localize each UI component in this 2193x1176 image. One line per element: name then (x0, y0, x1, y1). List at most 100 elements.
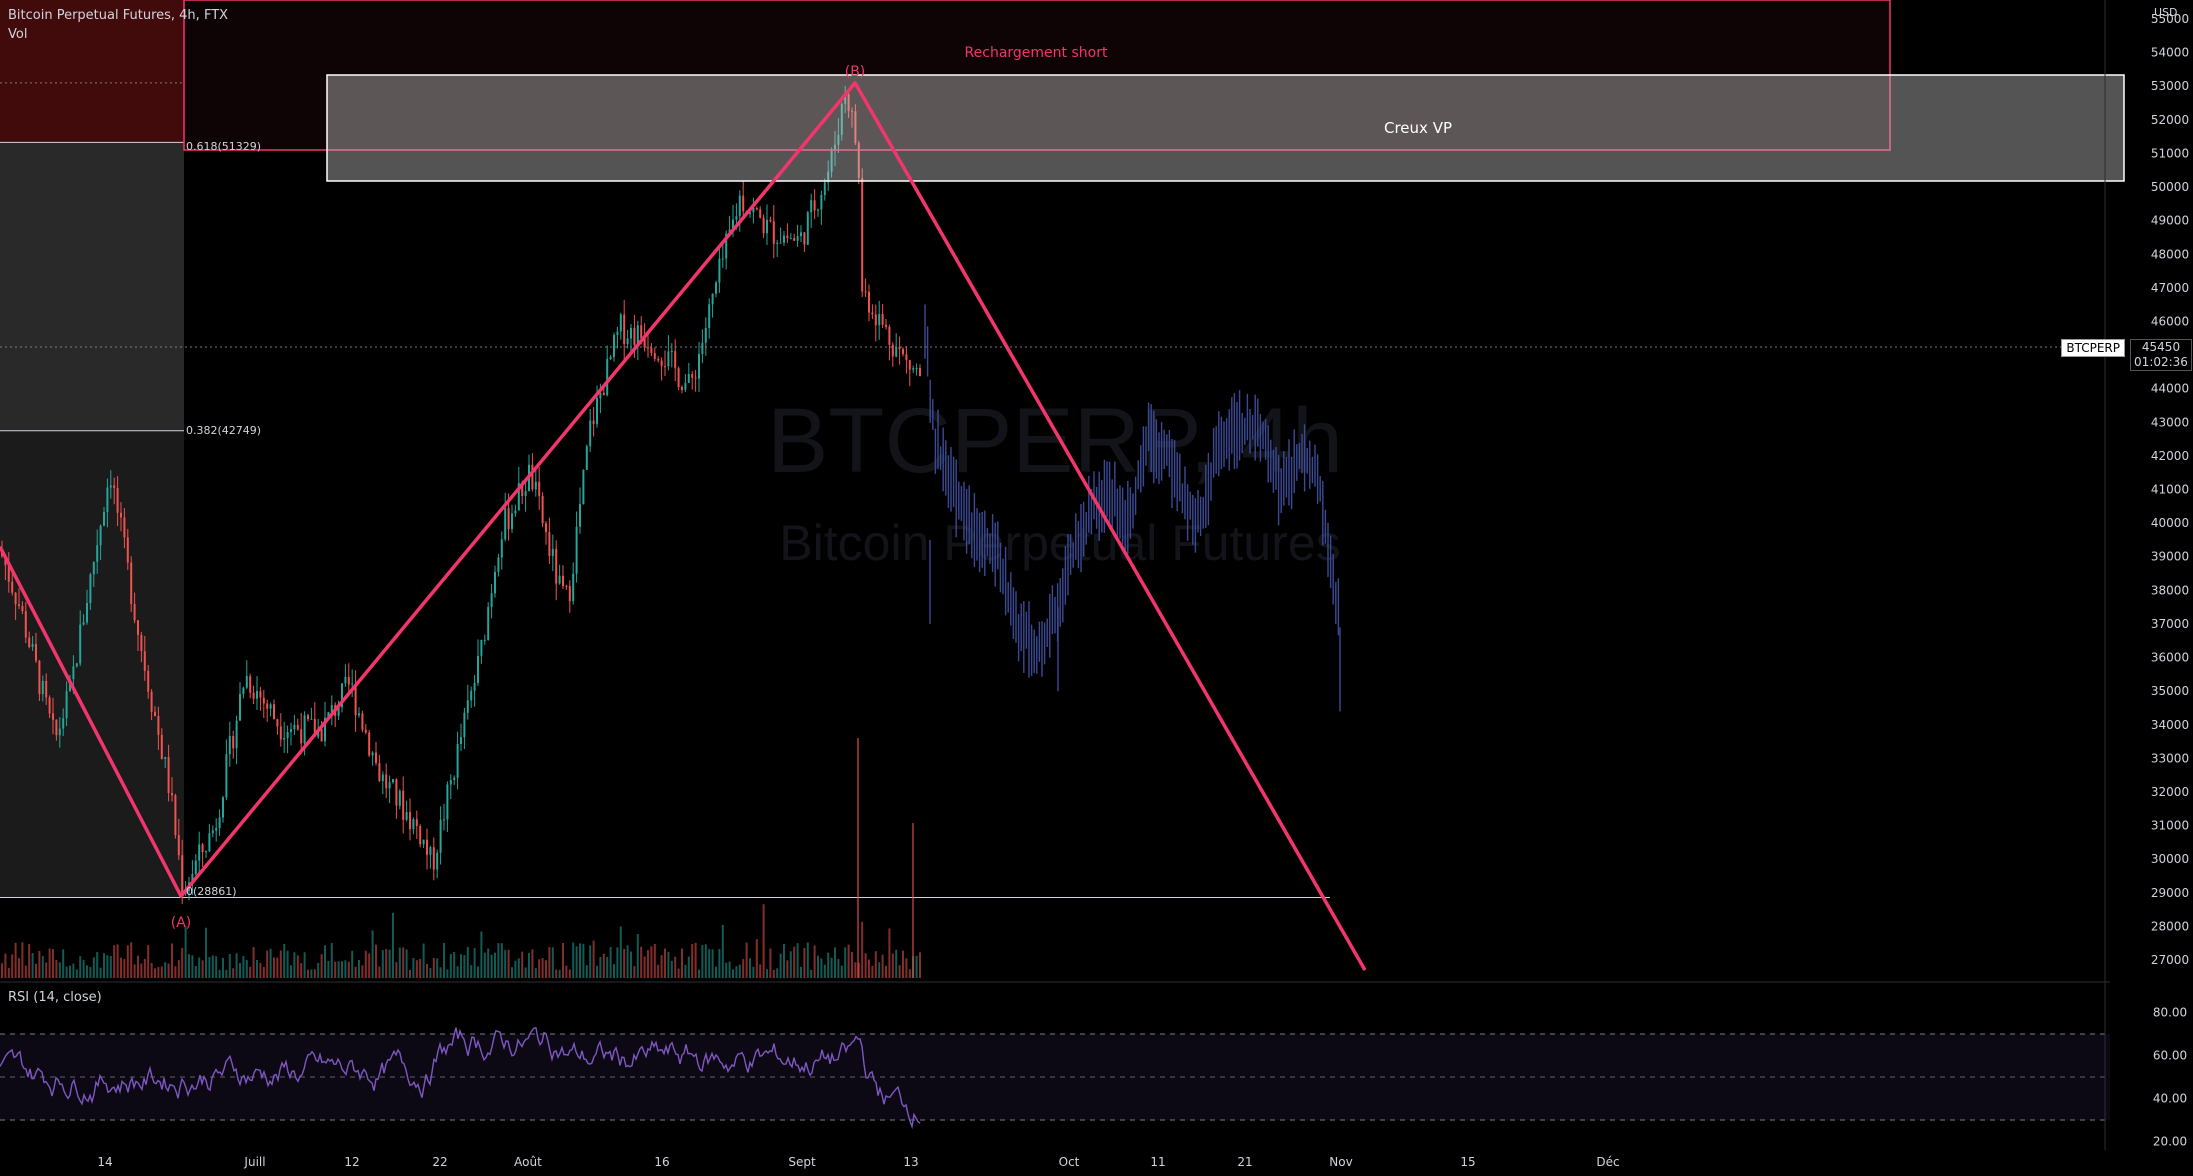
volume-bar (633, 966, 636, 978)
time-axis[interactable]: 14 Juill 12 22 Août 16 Sept 13 Oct 11 21 Nov 15 Déc (97, 1155, 1619, 1169)
candle-body (575, 526, 578, 574)
volume-bar (830, 957, 833, 978)
candle-body (324, 717, 326, 742)
price-tick-label: 51000 (2151, 146, 2189, 160)
candle-body (623, 314, 626, 345)
candle-body (337, 707, 340, 716)
candle-body (691, 374, 694, 378)
candle-body (854, 111, 857, 143)
volume-bar (473, 948, 476, 978)
candle-body (21, 605, 24, 612)
volume-bar (378, 966, 381, 978)
volume-bar (483, 952, 486, 978)
volume-bar (164, 962, 167, 978)
candle-body (908, 360, 911, 370)
candle-body (293, 724, 296, 730)
candle-body (779, 242, 782, 244)
volume-bars (1, 738, 921, 978)
volume-bar (881, 954, 884, 978)
volume-bar (228, 954, 231, 978)
symbol-price-tag: BTCPERP (2061, 339, 2125, 357)
candle-body (891, 344, 894, 357)
abc-pattern-line[interactable] (0, 81, 1367, 971)
volume-bar (147, 944, 150, 978)
candle-body (126, 537, 129, 563)
volume-bar (154, 968, 156, 978)
time-tick-label: Nov (1329, 1155, 1352, 1169)
volume-bar (861, 921, 864, 978)
volume-bar (640, 946, 643, 978)
candle-body (62, 718, 65, 729)
candle-body (759, 209, 762, 218)
volume-bar (48, 948, 51, 978)
candle-body (902, 349, 904, 355)
rsi-title[interactable]: RSI (14, close) (8, 990, 102, 1005)
candle-body (701, 342, 704, 354)
candle-body (191, 873, 194, 883)
candle-body (500, 539, 503, 558)
price-tick-label: 28000 (2151, 919, 2189, 933)
volume-bar (344, 960, 347, 978)
candle-body (711, 293, 714, 305)
volume-bar (341, 961, 343, 978)
volume-bar (4, 953, 7, 978)
volume-bar (596, 965, 598, 978)
volume-bar (871, 965, 874, 978)
candle-body (480, 640, 483, 656)
volume-bar (443, 942, 445, 978)
fibonacci-retracement[interactable] (0, 0, 1330, 898)
candle-body (497, 557, 500, 572)
volume-bar (759, 964, 762, 978)
volume-bar (728, 961, 731, 978)
fib-0-label: 0(28861) (186, 885, 237, 898)
candle-body (494, 571, 496, 594)
volume-bar (653, 943, 656, 978)
volume-bar (718, 949, 721, 978)
candle-body (915, 368, 918, 370)
volume-bar (120, 957, 122, 978)
volume-bar (517, 958, 520, 978)
volume-bar (65, 966, 68, 978)
volume-bar (398, 947, 401, 978)
candle-body (874, 314, 877, 326)
candle-body (113, 485, 116, 488)
volume-bar (24, 965, 27, 978)
volume-bar (116, 944, 119, 978)
candle-body (721, 258, 724, 260)
creux-vp-zone[interactable] (326, 74, 2125, 182)
rsi-axis[interactable]: 80.00 60.00 40.00 20.00 (2153, 1006, 2187, 1149)
volume-bar (347, 961, 350, 978)
time-tick-label: 11 (1150, 1155, 1165, 1169)
time-tick-label: 21 (1237, 1155, 1252, 1169)
candle-body (830, 149, 833, 172)
volume-bar (888, 928, 891, 978)
volume-bar (602, 953, 605, 978)
candle-body (596, 398, 598, 425)
candle-body (327, 712, 330, 718)
volume-bar (21, 942, 24, 978)
price-axis[interactable]: 27000 28000 29000 30000 31000 32000 33000 34000… (2151, 12, 2189, 967)
price-tick-label: 49000 (2151, 214, 2189, 228)
price-tick-label: 36000 (2151, 651, 2189, 665)
volume-bar (28, 944, 31, 978)
candle-body (752, 207, 755, 213)
candle-body (130, 562, 133, 605)
candle-body (41, 680, 44, 695)
candle-body (375, 752, 377, 764)
candle-body (599, 392, 602, 399)
volume-bar (616, 947, 619, 978)
candle-body (211, 830, 214, 834)
candle-body (660, 360, 663, 367)
volume-bar (507, 949, 510, 978)
candle-body (228, 735, 231, 755)
volume-bar (171, 943, 173, 978)
volume-bar (592, 940, 595, 978)
volume-bar (307, 969, 309, 978)
candle-body (381, 774, 384, 781)
watermark-symbol: BTCPERP, 4h (767, 390, 1343, 492)
candle-body (429, 847, 432, 855)
symbol-title[interactable]: Bitcoin Perpetual Futures, 4h, FTX (8, 8, 229, 23)
candle-body (75, 663, 78, 667)
candle-body (422, 839, 425, 845)
